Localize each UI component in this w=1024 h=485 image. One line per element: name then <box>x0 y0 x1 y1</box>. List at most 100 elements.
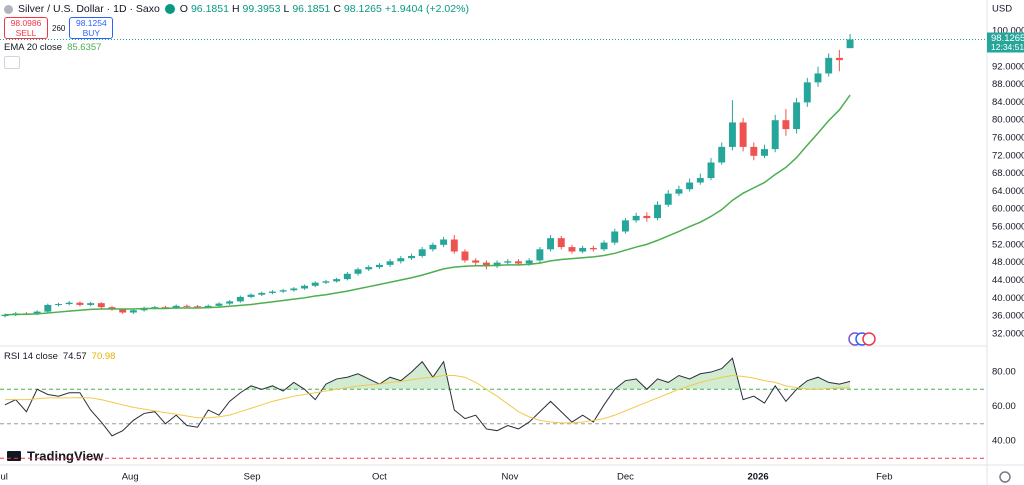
candle-body <box>493 262 501 267</box>
candle-body <box>782 120 790 130</box>
y-tick-label: 40.00 <box>992 436 1016 447</box>
change: +1.9404 (+2.02%) <box>384 3 469 15</box>
last-price-label: 98.1265 <box>991 33 1024 44</box>
candle-body <box>450 239 458 252</box>
y-tick-label: 100.0000 <box>992 26 1024 37</box>
candle-body <box>803 82 811 103</box>
candle-body <box>461 251 469 261</box>
branding: TradingView <box>7 448 104 463</box>
candle-body <box>846 39 854 49</box>
ohlc-value: 99.3953 <box>242 3 281 15</box>
candle-body <box>675 189 683 194</box>
candle-body <box>97 303 105 308</box>
candle-body <box>397 258 405 262</box>
sell-label: SELL <box>15 28 37 38</box>
candle-body <box>215 303 223 306</box>
ohlc-value: 96.1851 <box>292 3 331 15</box>
candle-body <box>472 260 480 263</box>
candle-body <box>375 264 383 268</box>
buy-label: BUY <box>82 28 101 38</box>
countdown-label: 12:34:51 <box>991 42 1024 52</box>
candle-body <box>728 122 736 147</box>
candle-body <box>408 255 415 259</box>
candle-body <box>129 310 137 313</box>
candle-body <box>151 307 159 309</box>
logo-text: TradingView <box>27 448 104 463</box>
candle-body <box>301 285 309 289</box>
candle-body <box>1 314 9 317</box>
ema-title: EMA 20 close <box>4 42 63 53</box>
sell-price: 98.0986 <box>10 18 42 28</box>
rsi-line <box>4 357 851 437</box>
ohlc: O 96.1851 H 99.3953 L 96.1851 C 98.1265 +1.9… <box>180 3 469 15</box>
rsi-value: 74.57 <box>62 351 87 362</box>
candle-body <box>236 296 244 302</box>
ema-line <box>5 94 851 316</box>
candle-body <box>814 73 822 83</box>
candle-body <box>386 261 394 265</box>
rsi-ma-value: 70.98 <box>91 351 116 362</box>
rsi-title: RSI 14 close <box>4 351 58 362</box>
ohlc-value: 96.1851 <box>190 3 229 15</box>
sell-button[interactable]: 98.0986 SELL <box>4 17 48 39</box>
candle-body <box>600 242 608 250</box>
candle-body <box>632 215 640 221</box>
buy-button[interactable]: 98.1254 BUY <box>69 17 114 39</box>
candle-body <box>268 291 276 293</box>
candle-body <box>568 247 576 252</box>
candle-body <box>365 267 373 270</box>
y-tick-label: 84.0000 <box>992 97 1024 108</box>
candle-body <box>311 282 319 286</box>
logo-mark <box>7 451 21 461</box>
y-tick-label: 60.0000 <box>992 204 1024 215</box>
candle-body <box>579 247 587 252</box>
candle-body <box>290 288 298 291</box>
candle-body <box>65 302 73 305</box>
settings-button[interactable] <box>999 471 1011 483</box>
candle-body <box>204 305 212 308</box>
market-status[interactable] <box>164 4 175 14</box>
candle-body <box>664 193 672 205</box>
candle-body <box>418 249 426 256</box>
candle-body <box>739 122 747 147</box>
overbought-fill <box>5 358 851 390</box>
candle-body <box>750 146 758 156</box>
candle-body <box>515 261 522 264</box>
y-tick-label: 48.0000 <box>992 257 1024 268</box>
ohlc-label: C <box>333 3 341 15</box>
candle-body <box>440 239 448 245</box>
ema-legend: EMA 20 close 85.6357 <box>4 42 101 53</box>
candle-body <box>343 273 351 280</box>
candle-body <box>547 238 555 250</box>
ohlc-label: O <box>179 3 188 15</box>
x-tick-label: Sep <box>244 472 261 483</box>
x-tick-label: 2026 <box>748 472 769 483</box>
x-tick-label: Nov <box>501 472 518 483</box>
candle-body <box>87 303 95 305</box>
event-icon[interactable] <box>862 332 876 346</box>
candle-body <box>643 215 651 219</box>
candle-body <box>825 57 833 74</box>
last-price-tag <box>987 32 1024 53</box>
candle-body <box>44 304 52 312</box>
rsi-ma-line <box>5 374 851 424</box>
y-tick-label: 80.00 <box>992 367 1016 378</box>
trade-buttons: 98.0986 SELL 260 98.1254 BUY <box>4 17 114 39</box>
rsi-legend: RSI 14 close 74.57 70.98 <box>4 351 115 362</box>
candle-body <box>686 182 694 190</box>
candle-body <box>33 311 41 314</box>
candle-body <box>162 307 169 309</box>
symbol-header: Silver / U.S. Dollar · 1D · Saxo O 96.185… <box>4 3 469 15</box>
y-tick-label: 52.0000 <box>992 239 1024 250</box>
y-tick-label: 72.0000 <box>992 150 1024 161</box>
x-tick-label: Oct <box>372 472 387 483</box>
candle-body <box>504 261 512 263</box>
ohlc-label: L <box>283 3 290 15</box>
y-tick-label: 68.0000 <box>992 168 1024 179</box>
collapse-button[interactable] <box>4 56 20 69</box>
candle-body <box>258 292 266 295</box>
ohlc-label: H <box>231 3 240 15</box>
